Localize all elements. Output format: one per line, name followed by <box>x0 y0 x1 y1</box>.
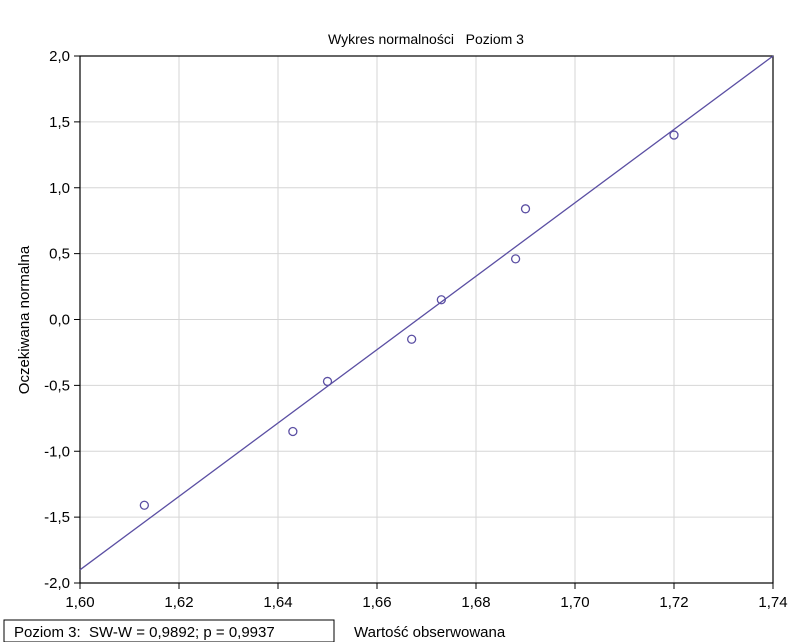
x-tick-label: 1,66 <box>362 594 391 611</box>
x-tick-label: 1,64 <box>263 594 292 611</box>
x-tick-label: 1,60 <box>65 594 94 611</box>
data-point <box>406 334 417 344</box>
y-tick-label: 1,5 <box>49 114 70 131</box>
y-tick-label: 0,0 <box>49 312 70 329</box>
y-tick-label: -2,0 <box>44 575 70 592</box>
grid-layer <box>80 56 773 583</box>
chart-title: Wykres normalności Poziom 3 <box>328 31 524 47</box>
y-tick-label: -1,5 <box>44 509 70 526</box>
x-tick-label: 1,68 <box>461 594 490 611</box>
y-tick-label: 1,0 <box>49 180 70 197</box>
y-tick-labels: 2,0 1,5 1,0 0,5 0,0 -0,5 -1,0 -1,5 -2,0 <box>44 48 70 592</box>
data-point <box>669 130 679 140</box>
y-tick-label: -1,0 <box>44 443 70 460</box>
x-tick-label: 1,74 <box>758 594 787 611</box>
reference-line <box>79 55 774 571</box>
y-tick-label: 2,0 <box>49 48 70 65</box>
data-point <box>288 426 298 437</box>
y-tick-label: 0,5 <box>49 246 70 263</box>
x-tick-label: 1,62 <box>164 594 193 611</box>
data-points <box>139 130 679 510</box>
data-point <box>139 500 150 510</box>
data-point <box>520 204 531 214</box>
x-tick-labels: 1,60 1,62 1,64 1,66 1,68 1,70 1,72 1,74 <box>65 594 787 611</box>
stats-annotation: Poziom 3: SW-W = 0,9892; p = 0,9937 <box>14 624 275 641</box>
data-point <box>322 376 333 387</box>
x-axis-label: Wartość obserwowana <box>354 624 506 641</box>
x-tick-label: 1,72 <box>659 594 688 611</box>
y-tick-label: -0,5 <box>44 377 70 394</box>
data-point <box>436 295 447 305</box>
tick-layer <box>74 55 774 589</box>
x-tick-label: 1,70 <box>560 594 589 611</box>
stats-box <box>3 619 335 642</box>
y-axis-label: Oczekiwana normalna <box>16 245 33 394</box>
data-point <box>510 254 521 264</box>
